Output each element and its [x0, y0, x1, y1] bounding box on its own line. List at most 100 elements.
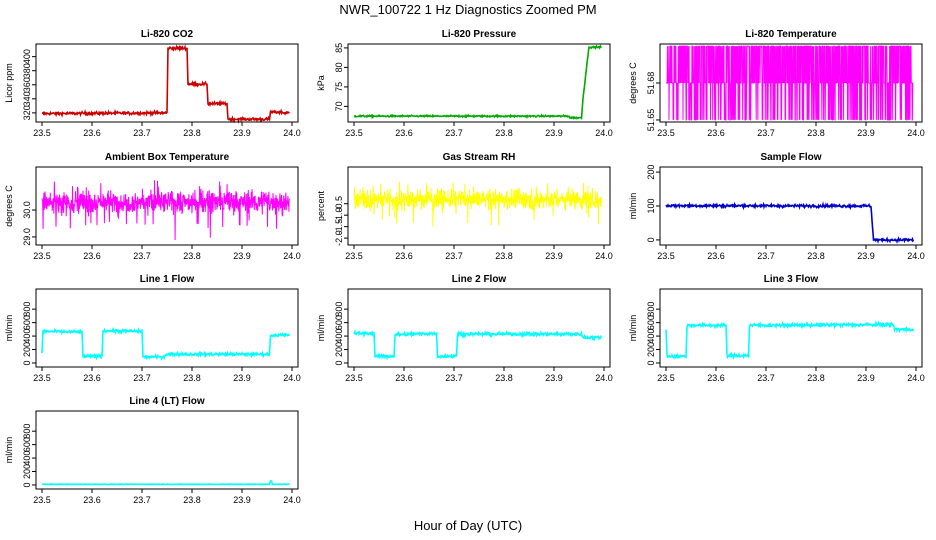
x-tick-label: 23.5: [345, 128, 363, 138]
y-tick-label: 30.0: [22, 201, 32, 219]
x-tick-label: 23.5: [657, 251, 675, 261]
x-tick-label: 23.8: [807, 128, 825, 138]
data-series-line: [353, 44, 602, 121]
x-tick-label: 23.8: [183, 373, 201, 383]
figure-title: NWR_100722 1 Hz Diagnostics Zoomed PM: [339, 2, 597, 17]
x-tick-label: 23.6: [395, 128, 413, 138]
x-tick-label: 23.7: [445, 373, 463, 383]
x-tick-label: 23.6: [707, 128, 725, 138]
panel-title: Li-820 CO2: [141, 29, 194, 40]
y-axis-label: kPa: [316, 75, 326, 91]
plot-frame: [35, 43, 299, 123]
y-axis-label: ml/min: [4, 437, 14, 464]
x-tick-label: 23.9: [233, 495, 251, 505]
y-tick-label: 200: [646, 342, 656, 357]
x-tick-label: 23.7: [133, 128, 151, 138]
x-tick-label: 23.7: [445, 251, 463, 261]
y-tick-label: 600: [22, 315, 32, 330]
panel-title: Line 4 (LT) Flow: [129, 396, 205, 407]
y-tick-label: 75: [334, 82, 344, 92]
y-axis: -2.0-1.5-1.0-0.5: [334, 196, 348, 246]
data-series-line: [41, 180, 290, 241]
panel-7: Line 1 Flow 23.5 23.6 23.7 23.8 23.9 24.0 0 2004…: [4, 274, 301, 383]
y-tick-label: 70: [334, 101, 344, 111]
y-tick-label: 51.65: [646, 109, 656, 132]
x-tick-label: 24.0: [595, 251, 613, 261]
x-tick-label: 23.9: [233, 251, 251, 261]
panel-title: Li-820 Temperature: [745, 29, 837, 40]
x-tick-label: 23.6: [707, 251, 725, 261]
y-axis-label: ml/min: [628, 315, 638, 342]
x-tick-label: 23.8: [495, 128, 513, 138]
y-tick-label: 800: [646, 302, 656, 317]
x-tick-label: 24.0: [907, 373, 925, 383]
plot-frame: [347, 288, 611, 368]
x-tick-label: 23.8: [183, 495, 201, 505]
x-tick-label: 23.9: [233, 128, 251, 138]
x-axis: 23.5 23.6 23.7 23.8 23.9 24.0: [33, 245, 301, 261]
x-axis: 23.5 23.6 23.7 23.8 23.9 24.0: [33, 489, 301, 505]
y-axis-label: percent: [316, 190, 326, 221]
y-tick-label: 320: [22, 105, 32, 120]
x-tick-label: 23.9: [545, 251, 563, 261]
y-tick-label: 0: [22, 360, 32, 365]
plot-frame: [659, 288, 923, 368]
y-tick-label: 100: [646, 198, 656, 213]
y-tick-label: 0: [646, 237, 656, 242]
x-tick-label: 23.6: [395, 373, 413, 383]
x-tick-label: 23.7: [133, 495, 151, 505]
y-axis-label: ml/min: [628, 193, 638, 220]
x-tick-label: 23.9: [857, 128, 875, 138]
x-axis: 23.5 23.6 23.7 23.8 23.9 24.0: [345, 245, 613, 261]
x-tick-label: 23.7: [757, 128, 775, 138]
y-axis-label: degrees C: [4, 185, 14, 227]
x-tick-label: 23.7: [445, 128, 463, 138]
figure-x-axis-label: Hour of Day (UTC): [413, 518, 523, 533]
data-series-line: [41, 44, 290, 125]
y-tick-label: 400: [22, 451, 32, 466]
y-axis: 51.65 51.68: [646, 72, 660, 131]
y-tick-label: 400: [334, 329, 344, 344]
y-tick-label: 360: [22, 77, 32, 92]
x-tick-label: 23.9: [857, 373, 875, 383]
panel-6: Sample Flow 23.5 23.6 23.7 23.8 23.9 24.0 0 100 2…: [628, 152, 925, 261]
plot-frame: [35, 288, 299, 368]
x-tick-label: 23.5: [33, 495, 51, 505]
y-tick-label: 340: [22, 91, 32, 106]
panel-title: Ambient Box Temperature: [105, 152, 230, 163]
y-axis-label: degrees C: [628, 62, 638, 104]
x-tick-label: 23.5: [33, 373, 51, 383]
x-axis: 23.5 23.6 23.7 23.8 23.9 24.0: [345, 122, 613, 138]
y-tick-label: 800: [22, 302, 32, 317]
x-tick-label: 23.9: [545, 128, 563, 138]
x-axis: 23.5 23.6 23.7 23.8 23.9 24.0: [33, 122, 301, 138]
x-tick-label: 24.0: [595, 128, 613, 138]
data-series-line: [666, 45, 914, 121]
y-axis-label: Licor ppm: [4, 63, 14, 103]
y-tick-label: 800: [22, 424, 32, 439]
panel-title: Sample Flow: [760, 152, 821, 163]
x-tick-label: 23.6: [83, 495, 101, 505]
y-tick-label: 200: [646, 165, 656, 180]
data-series-line: [665, 320, 915, 361]
x-tick-label: 23.8: [495, 373, 513, 383]
x-tick-label: 24.0: [283, 373, 301, 383]
y-tick-label: -1.5: [334, 219, 344, 235]
x-tick-label: 24.0: [907, 128, 925, 138]
x-tick-label: 23.9: [233, 373, 251, 383]
x-tick-label: 24.0: [283, 128, 301, 138]
x-tick-label: 23.9: [545, 373, 563, 383]
plot-frame: [35, 410, 299, 490]
panel-5: Gas Stream RH 23.5 23.6 23.7 23.8 23.9 24.0 -2.…: [316, 152, 613, 261]
x-tick-label: 23.5: [657, 128, 675, 138]
x-tick-label: 24.0: [283, 495, 301, 505]
x-tick-label: 23.8: [807, 373, 825, 383]
x-tick-label: 23.8: [183, 128, 201, 138]
y-tick-label: 85: [334, 43, 344, 53]
x-tick-label: 24.0: [595, 373, 613, 383]
y-axis-label: ml/min: [4, 315, 14, 342]
